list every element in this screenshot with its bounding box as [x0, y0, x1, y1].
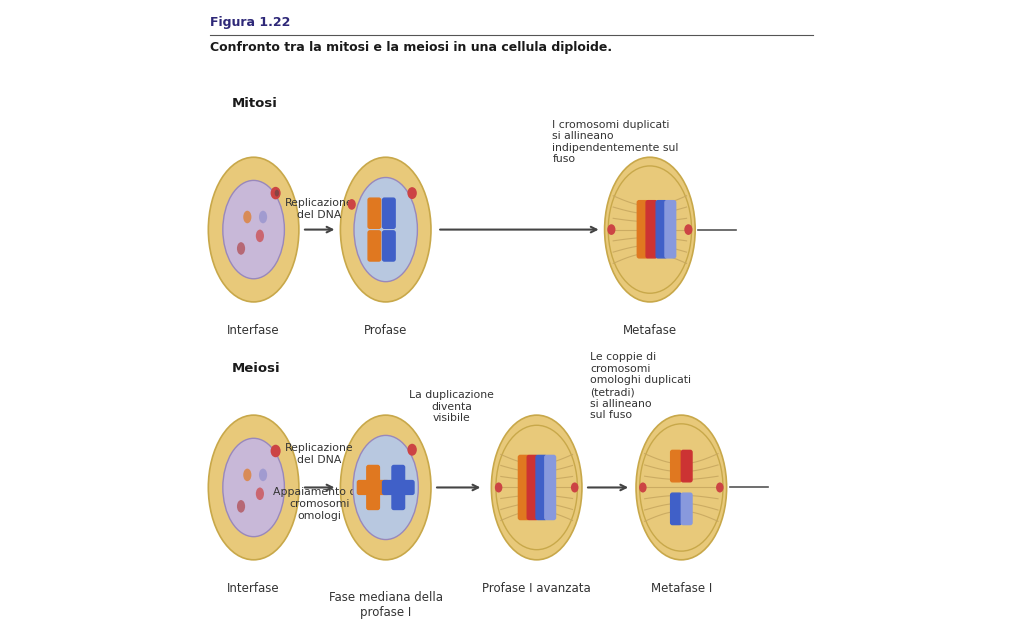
Text: Fase mediana della
profase I: Fase mediana della profase I: [328, 591, 443, 620]
FancyBboxPatch shape: [637, 201, 648, 258]
Ellipse shape: [237, 242, 246, 255]
Ellipse shape: [209, 157, 299, 302]
Text: I cromosomi duplicati
si allineano
indipendentemente sul
fuso: I cromosomi duplicati si allineano indip…: [552, 120, 678, 164]
FancyBboxPatch shape: [656, 201, 667, 258]
FancyBboxPatch shape: [392, 465, 404, 509]
Ellipse shape: [271, 187, 280, 199]
FancyBboxPatch shape: [681, 493, 692, 525]
Ellipse shape: [684, 224, 693, 235]
Text: Metafase: Metafase: [623, 324, 677, 337]
FancyBboxPatch shape: [665, 201, 675, 258]
Ellipse shape: [605, 157, 696, 302]
Text: Metafase I: Metafase I: [651, 582, 712, 595]
Ellipse shape: [407, 187, 416, 199]
Ellipse shape: [275, 189, 279, 196]
Ellipse shape: [354, 177, 417, 282]
Ellipse shape: [223, 438, 284, 537]
Text: Profase: Profase: [364, 324, 407, 337]
Text: Appaiamento dei
cromosomi
omologi: Appaiamento dei cromosomi omologi: [273, 487, 366, 521]
Text: Confronto tra la mitosi e la meiosi in una cellula diploide.: Confronto tra la mitosi e la meiosi in u…: [210, 41, 612, 54]
Text: Replicazione
del DNA: Replicazione del DNA: [285, 198, 354, 220]
Text: Figura 1.22: Figura 1.22: [210, 16, 290, 29]
FancyBboxPatch shape: [383, 198, 395, 228]
FancyBboxPatch shape: [545, 455, 555, 520]
Ellipse shape: [639, 424, 723, 551]
Ellipse shape: [259, 211, 267, 223]
FancyBboxPatch shape: [367, 465, 380, 509]
Text: Meiosi: Meiosi: [231, 362, 280, 375]
FancyBboxPatch shape: [647, 201, 657, 258]
FancyBboxPatch shape: [536, 455, 546, 520]
Ellipse shape: [407, 444, 416, 455]
Ellipse shape: [259, 469, 267, 481]
FancyBboxPatch shape: [519, 455, 529, 520]
FancyBboxPatch shape: [368, 198, 381, 228]
Text: La duplicazione
diventa
visibile: La duplicazione diventa visibile: [409, 390, 494, 423]
Ellipse shape: [639, 482, 647, 493]
Text: Mitosi: Mitosi: [231, 97, 277, 111]
Ellipse shape: [243, 469, 252, 481]
FancyBboxPatch shape: [527, 455, 538, 520]
Ellipse shape: [608, 224, 616, 235]
Ellipse shape: [237, 500, 246, 513]
Ellipse shape: [491, 415, 582, 560]
Text: Le coppie di
cromosomi
omologhi duplicati
(tetradi)
si allineano
sul fuso: Le coppie di cromosomi omologhi duplicat…: [590, 352, 692, 420]
Ellipse shape: [256, 230, 264, 242]
Ellipse shape: [271, 445, 280, 457]
Ellipse shape: [209, 415, 299, 560]
Ellipse shape: [716, 482, 723, 493]
Text: Interfase: Interfase: [227, 582, 280, 595]
Ellipse shape: [609, 166, 692, 293]
Ellipse shape: [348, 199, 356, 209]
Ellipse shape: [571, 482, 578, 493]
Ellipse shape: [636, 415, 726, 560]
FancyBboxPatch shape: [671, 450, 681, 482]
FancyBboxPatch shape: [681, 450, 692, 482]
Text: Replicazione
del DNA: Replicazione del DNA: [285, 443, 354, 465]
FancyBboxPatch shape: [357, 481, 389, 494]
FancyBboxPatch shape: [383, 481, 414, 494]
FancyBboxPatch shape: [383, 231, 395, 261]
Ellipse shape: [341, 415, 431, 560]
FancyBboxPatch shape: [671, 493, 681, 525]
FancyBboxPatch shape: [368, 231, 381, 261]
Text: Interfase: Interfase: [227, 324, 280, 337]
Ellipse shape: [496, 425, 577, 550]
Text: Profase I avanzata: Profase I avanzata: [482, 582, 591, 595]
Ellipse shape: [495, 482, 502, 493]
Ellipse shape: [223, 181, 284, 279]
Ellipse shape: [243, 211, 252, 223]
Ellipse shape: [256, 487, 264, 500]
Ellipse shape: [353, 435, 418, 540]
Ellipse shape: [341, 157, 431, 302]
